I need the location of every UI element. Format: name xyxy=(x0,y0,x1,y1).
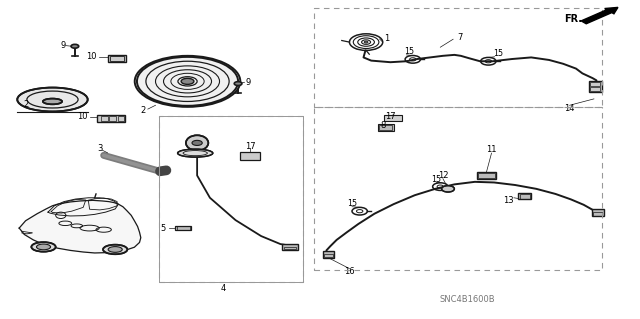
Text: 10: 10 xyxy=(77,112,87,121)
Text: 9: 9 xyxy=(61,41,66,50)
Ellipse shape xyxy=(181,78,194,84)
Bar xyxy=(592,209,604,216)
Bar xyxy=(477,172,496,179)
Bar xyxy=(97,115,125,122)
Bar xyxy=(159,116,303,282)
FancyArrow shape xyxy=(581,7,618,24)
Bar xyxy=(590,87,600,91)
Text: FR.: FR. xyxy=(564,14,582,24)
Text: 16: 16 xyxy=(344,267,355,276)
Bar xyxy=(159,116,303,282)
Polygon shape xyxy=(19,200,141,253)
Text: 15: 15 xyxy=(347,199,357,208)
Bar xyxy=(177,226,190,230)
Bar xyxy=(110,56,124,61)
Circle shape xyxy=(192,140,202,145)
Bar xyxy=(593,212,602,216)
Ellipse shape xyxy=(43,99,62,104)
Text: 17: 17 xyxy=(385,112,396,121)
Bar xyxy=(240,152,260,160)
Circle shape xyxy=(364,41,368,43)
Bar xyxy=(323,251,334,258)
Bar xyxy=(314,107,602,270)
Ellipse shape xyxy=(178,149,212,157)
Text: 13: 13 xyxy=(504,196,514,205)
Text: 8: 8 xyxy=(380,121,385,130)
Text: 15: 15 xyxy=(404,47,415,56)
Bar xyxy=(314,8,602,107)
Bar xyxy=(118,116,124,121)
Bar xyxy=(109,116,116,121)
Bar xyxy=(478,173,495,178)
Bar xyxy=(284,247,296,249)
Circle shape xyxy=(71,44,79,48)
Text: SNC4B1600B: SNC4B1600B xyxy=(440,295,495,304)
Bar xyxy=(590,82,600,86)
Bar xyxy=(159,116,303,282)
Text: 10: 10 xyxy=(86,52,97,61)
Ellipse shape xyxy=(31,242,56,252)
Bar xyxy=(314,107,602,270)
Ellipse shape xyxy=(186,135,209,151)
Bar xyxy=(324,254,333,257)
Bar xyxy=(282,244,298,250)
Bar xyxy=(159,116,303,282)
Bar xyxy=(108,55,126,62)
Ellipse shape xyxy=(103,245,127,254)
Text: 15: 15 xyxy=(431,175,442,184)
Bar xyxy=(101,116,108,121)
Bar xyxy=(384,115,402,121)
Bar xyxy=(378,124,394,131)
Circle shape xyxy=(442,186,454,192)
Text: 12: 12 xyxy=(438,171,448,180)
Text: 4: 4 xyxy=(221,284,226,293)
Text: 17: 17 xyxy=(245,142,255,151)
Text: 5: 5 xyxy=(160,224,165,233)
Text: 14: 14 xyxy=(564,104,575,113)
Text: 2: 2 xyxy=(140,106,145,115)
Ellipse shape xyxy=(108,247,122,252)
Bar xyxy=(379,125,392,130)
Text: 11: 11 xyxy=(486,145,497,154)
Ellipse shape xyxy=(17,88,88,112)
Text: 1: 1 xyxy=(385,34,390,43)
Bar xyxy=(520,194,530,199)
Ellipse shape xyxy=(36,244,51,250)
Bar xyxy=(175,226,191,230)
Circle shape xyxy=(234,82,242,85)
Text: 15: 15 xyxy=(493,49,503,58)
Bar xyxy=(314,8,602,107)
Ellipse shape xyxy=(134,56,241,107)
Bar xyxy=(518,193,531,199)
Text: 2: 2 xyxy=(23,100,28,109)
Bar xyxy=(589,81,602,92)
Text: 7: 7 xyxy=(457,33,462,42)
Text: 3: 3 xyxy=(97,145,102,153)
Text: 9: 9 xyxy=(246,78,251,87)
